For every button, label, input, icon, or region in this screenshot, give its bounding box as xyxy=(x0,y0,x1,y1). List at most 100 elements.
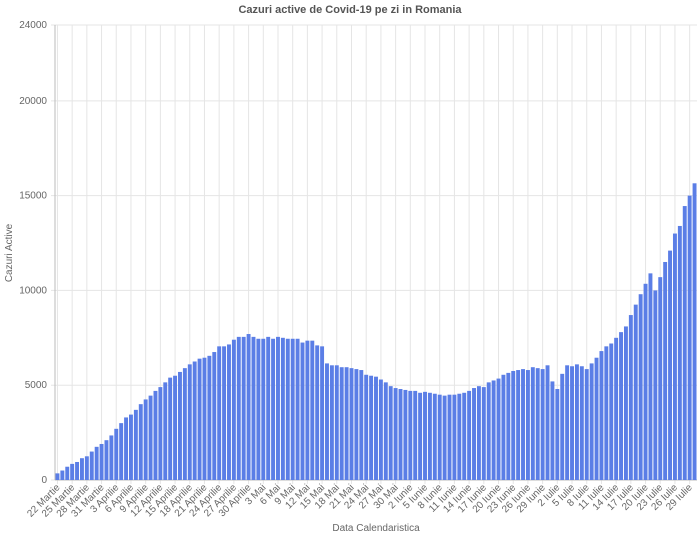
bar xyxy=(178,371,182,480)
bar xyxy=(516,370,521,480)
bar xyxy=(104,440,109,480)
bar xyxy=(266,336,271,480)
bar xyxy=(418,392,423,480)
bar xyxy=(432,393,437,480)
bar xyxy=(648,273,653,480)
bar xyxy=(359,370,364,480)
bar xyxy=(398,389,403,480)
bar xyxy=(604,346,609,480)
bar xyxy=(467,390,472,480)
bar xyxy=(153,390,158,480)
bar xyxy=(540,369,545,480)
bar xyxy=(594,357,599,480)
bar xyxy=(668,250,673,480)
bar xyxy=(584,369,589,480)
bar xyxy=(476,386,481,480)
bar xyxy=(320,346,325,480)
bar xyxy=(535,368,540,480)
bar xyxy=(315,345,320,480)
y-tick-label: 5000 xyxy=(25,380,48,391)
bar xyxy=(310,340,315,480)
bar xyxy=(99,443,104,480)
bar xyxy=(413,390,418,480)
bar xyxy=(290,338,295,480)
bar xyxy=(633,304,638,480)
bar xyxy=(227,344,231,480)
bar xyxy=(60,470,65,480)
bar xyxy=(486,382,491,480)
bar xyxy=(609,343,614,480)
bar xyxy=(530,367,535,480)
bar xyxy=(75,461,80,480)
bar xyxy=(168,377,173,480)
bar xyxy=(442,395,447,480)
bar xyxy=(143,399,148,480)
bar xyxy=(403,389,408,480)
bar xyxy=(89,451,94,480)
bar xyxy=(212,352,217,480)
y-tick-label: 10000 xyxy=(19,285,47,296)
y-tick-label: 20000 xyxy=(19,96,47,107)
bar xyxy=(672,233,677,480)
chart-title: Cazuri active de Covid-19 pe zi in Roman… xyxy=(238,4,462,16)
bar xyxy=(550,381,555,480)
bar xyxy=(129,414,133,480)
bar xyxy=(55,473,60,480)
bar xyxy=(271,338,276,480)
y-tick-label: 24000 xyxy=(19,20,47,31)
bar xyxy=(138,404,143,480)
bar xyxy=(202,357,207,480)
bar xyxy=(79,458,84,480)
bar xyxy=(437,394,442,480)
bar xyxy=(378,379,383,480)
bar xyxy=(109,435,114,480)
bar xyxy=(687,195,692,480)
bar xyxy=(555,389,560,480)
bar xyxy=(599,351,604,480)
bar xyxy=(84,456,89,480)
bar xyxy=(182,368,187,480)
bar xyxy=(339,367,344,480)
bar xyxy=(653,290,658,480)
bar xyxy=(452,394,457,480)
y-tick-label: 15000 xyxy=(19,191,47,202)
y-axis-label: Cazuri Active xyxy=(4,223,15,282)
bar xyxy=(638,294,643,480)
bar xyxy=(285,338,290,480)
bar xyxy=(192,361,197,480)
bar xyxy=(570,366,574,480)
bar xyxy=(525,370,530,480)
bar xyxy=(677,225,682,480)
bar xyxy=(491,380,496,480)
bar xyxy=(614,337,619,480)
bar xyxy=(574,364,579,480)
bar xyxy=(423,391,427,480)
bar xyxy=(305,340,310,480)
bar xyxy=(295,338,300,480)
bar xyxy=(256,338,261,480)
bar xyxy=(496,378,501,480)
bar xyxy=(663,261,668,480)
bar xyxy=(217,346,222,480)
bar xyxy=(383,382,388,480)
bar xyxy=(408,390,413,480)
bar xyxy=(65,466,70,480)
bar xyxy=(236,336,241,480)
bar xyxy=(261,338,266,480)
bar xyxy=(119,423,124,480)
bar xyxy=(163,382,168,480)
bar xyxy=(472,388,476,480)
bar xyxy=(329,365,334,480)
bar xyxy=(207,355,212,480)
bar xyxy=(280,337,285,480)
bar xyxy=(619,332,623,480)
bar xyxy=(545,365,550,480)
bar xyxy=(521,369,525,480)
bar xyxy=(364,374,369,480)
bar xyxy=(579,366,584,480)
bar xyxy=(560,373,565,480)
bar xyxy=(187,364,192,480)
bar xyxy=(231,339,236,480)
bar xyxy=(447,394,452,480)
